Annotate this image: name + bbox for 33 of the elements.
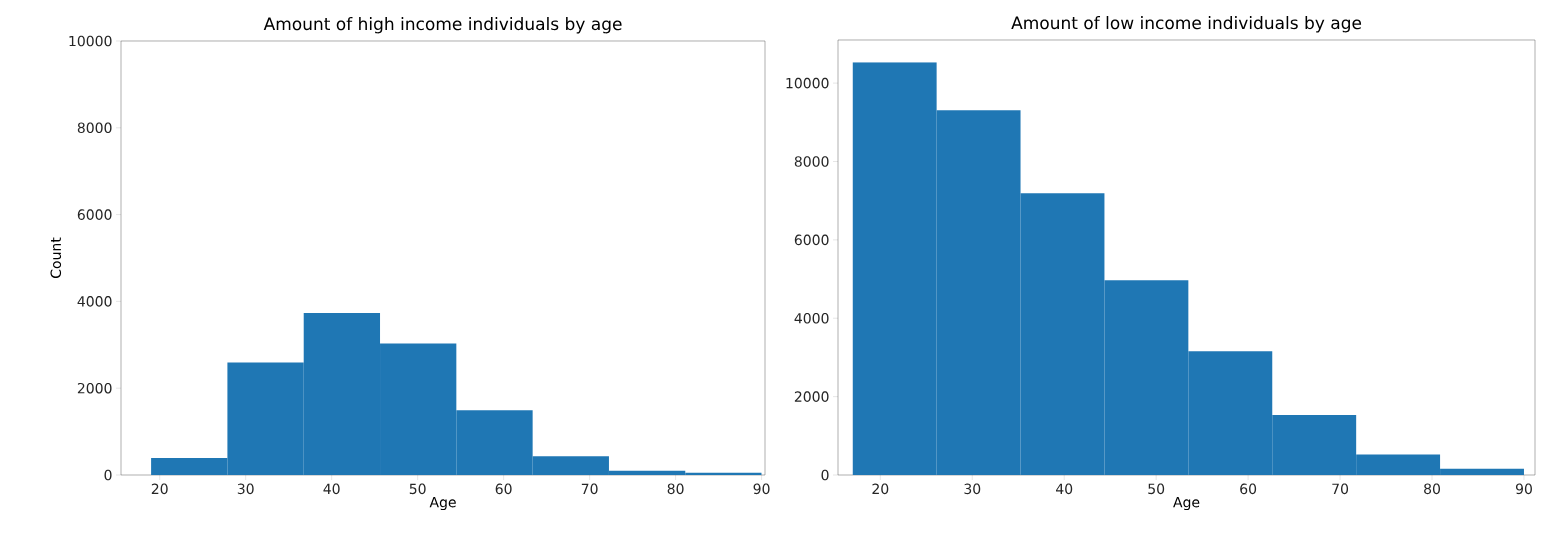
- x-tick-label: 70: [581, 483, 598, 495]
- y-tick-label: 4000: [77, 296, 112, 307]
- x-tick-label: 40: [1056, 483, 1073, 495]
- x-tick-label: 90: [1515, 483, 1532, 495]
- chart-title: Amount of high income individuals by age: [263, 17, 622, 34]
- y-tick-label: 0: [821, 469, 829, 481]
- x-tick-label: 80: [1424, 483, 1441, 495]
- y-axis-title: Count: [50, 237, 62, 278]
- y-tick-label: 6000: [794, 234, 829, 246]
- x-tick-label: 20: [151, 483, 168, 495]
- x-tick-label: 60: [495, 483, 512, 495]
- x-tick-label: 30: [237, 483, 254, 495]
- y-tick-label: 2000: [77, 382, 112, 394]
- y-tick-label: 10000: [69, 35, 112, 47]
- x-tick-label: 70: [1332, 483, 1349, 495]
- x-tick-label: 60: [1240, 483, 1257, 495]
- y-tick-label: 6000: [77, 209, 112, 220]
- x-tick-label: 90: [753, 483, 770, 495]
- chart-title: Amount of low income individuals by age: [1011, 16, 1362, 33]
- y-tick-label: 8000: [77, 122, 112, 134]
- x-tick-label: 50: [1148, 483, 1165, 495]
- x-axis-title: Age: [429, 496, 456, 511]
- x-axis-title: Age: [1173, 496, 1200, 511]
- x-tick-label: 20: [872, 483, 889, 495]
- x-tick-label: 50: [409, 483, 426, 495]
- x-tick-label: 80: [667, 483, 684, 495]
- y-tick-label: 0: [104, 469, 112, 481]
- x-tick-label: 40: [323, 483, 340, 495]
- x-tick-label: 30: [964, 483, 981, 495]
- y-tick-label: 2000: [794, 391, 829, 402]
- y-tick-label: 4000: [794, 312, 829, 324]
- y-tick-label: 10000: [786, 77, 829, 89]
- y-tick-label: 8000: [794, 156, 829, 167]
